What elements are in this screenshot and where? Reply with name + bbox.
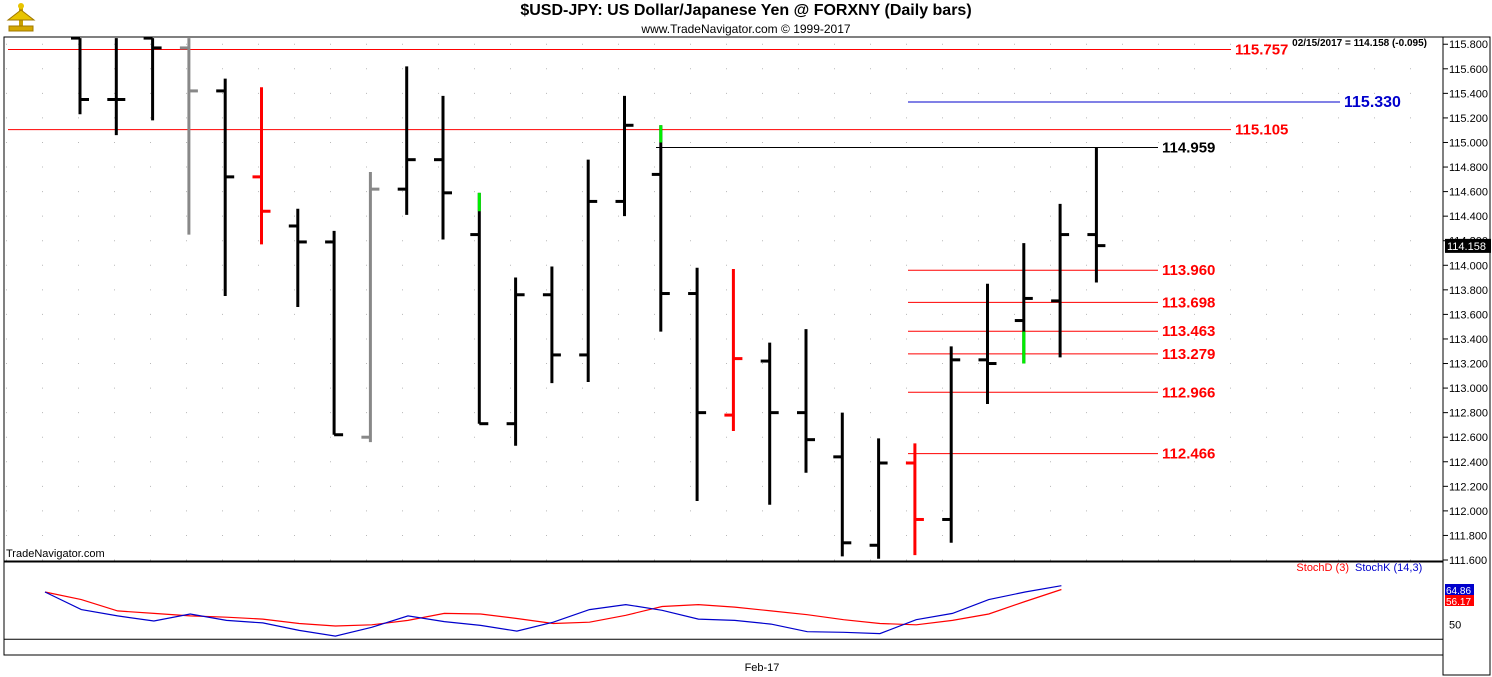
y-tick-label: 115.600 [1449, 64, 1488, 76]
price-panel [3, 36, 1444, 562]
stochk-value: 64.86 [1446, 586, 1471, 597]
stochd-value: 56.17 [1446, 597, 1471, 608]
ohlc-bar-5 [216, 78, 235, 296]
stochastic-panel [3, 561, 1444, 656]
y-tick-label: 112.000 [1449, 506, 1488, 518]
level-label-113.463: 113.463 [1162, 323, 1215, 340]
chart-title: $USD-JPY: US Dollar/Japanese Yen @ FORXN… [520, 2, 972, 19]
ohlc-bar-18 [688, 267, 707, 502]
ohlc-bar-15 [579, 159, 598, 382]
y-tick-label: 114.000 [1449, 260, 1488, 272]
y-tick-label: 112.400 [1449, 457, 1488, 469]
ohlc-bar-12 [470, 192, 489, 426]
stochastic-line-k [44, 585, 1062, 637]
ohlc-bar-11 [434, 95, 452, 240]
ohlc-bar-22 [833, 412, 852, 557]
stochastic-line-d [44, 588, 1062, 627]
ohlc-bar-7 [288, 208, 307, 308]
ohlc-bar-16 [615, 95, 634, 217]
y-tick-label: 111.800 [1449, 530, 1487, 542]
y-tick-label: 113.000 [1449, 383, 1488, 395]
ohlc-bar-13 [506, 277, 525, 446]
ohlc-bar-2 [107, 38, 126, 136]
level-label-115.105: 115.105 [1235, 122, 1288, 139]
y-tick-label: 113.200 [1449, 359, 1488, 371]
y-tick-label: 112.800 [1449, 408, 1488, 420]
ohlc-bar-8 [325, 230, 344, 437]
y-tick-label: 112.600 [1449, 432, 1488, 444]
ohlc-bar-3 [143, 36, 162, 121]
y-tick-label: 115.400 [1449, 88, 1488, 100]
level-label-115.757: 115.757 [1235, 42, 1288, 59]
date-axis-label: Feb-17 [745, 662, 780, 674]
chart-subtitle: www.TradeNavigator.com © 1999-2017 [641, 22, 851, 36]
ohlc-bar-26 [978, 283, 997, 405]
ohlc-bar-21 [797, 329, 815, 473]
ohlc-bar-6 [252, 87, 271, 245]
ohlc-bar-24 [905, 443, 924, 556]
level-label-114.959: 114.959 [1162, 140, 1215, 157]
y-tick-label: 111.600 [1449, 555, 1487, 567]
ohlc-bar-19 [724, 268, 743, 432]
y-tick-label: 113.800 [1449, 285, 1488, 297]
trade-navigator-logo-icon [4, 2, 38, 34]
ohlc-bar-29 [1087, 147, 1106, 283]
ohlc-bar-25 [942, 346, 961, 543]
stochk-value-box [1445, 584, 1474, 595]
y-tick-label: 113.400 [1449, 334, 1488, 346]
legend-stochd: StochD (3) [1296, 562, 1349, 574]
stochastic-tick-label: 50 [1449, 620, 1461, 632]
ohlc-bar-10 [397, 66, 416, 215]
y-tick-label: 114.400 [1449, 211, 1488, 223]
price-axis-panel [1442, 36, 1491, 676]
ohlc-bar-28 [1051, 203, 1070, 358]
ohlc-bar-14 [542, 266, 561, 384]
ohlc-bar-9 [361, 171, 380, 443]
y-tick-label: 115.000 [1449, 137, 1488, 149]
level-label-115.330: 115.330 [1344, 94, 1401, 111]
legend-stochk: StochK (14,3) [1355, 562, 1422, 574]
stochd-value-box [1445, 595, 1474, 606]
ohlc-bar-1 [71, 36, 89, 115]
y-tick-label: 114.600 [1449, 187, 1488, 199]
level-label-113.698: 113.698 [1162, 294, 1215, 311]
last-bar-info: 02/15/2017 = 114.158 (-0.095) [1292, 38, 1427, 49]
chart-header: $USD-JPY: US Dollar/Japanese Yen @ FORXN… [0, 0, 1492, 37]
level-label-113.279: 113.279 [1162, 346, 1215, 363]
ohlc-bar-17 [651, 125, 670, 332]
y-tick-label: 112.200 [1449, 481, 1488, 493]
level-label-112.466: 112.466 [1162, 446, 1215, 463]
y-tick-label: 113.600 [1449, 309, 1488, 321]
level-label-112.966: 112.966 [1162, 384, 1215, 401]
ohlc-bar-4 [179, 38, 198, 235]
ohlc-bar-23 [869, 438, 888, 559]
y-tick-label: 115.800 [1449, 39, 1488, 51]
last-price-box [1445, 238, 1491, 253]
ohlc-bar-20 [760, 342, 779, 505]
y-tick-label: 115.200 [1449, 113, 1488, 125]
level-label-113.960: 113.960 [1162, 262, 1215, 279]
last-price-label: 114.158 [1447, 241, 1486, 253]
y-tick-label: 114.800 [1449, 162, 1488, 174]
watermark: TradeNavigator.com [6, 548, 105, 560]
